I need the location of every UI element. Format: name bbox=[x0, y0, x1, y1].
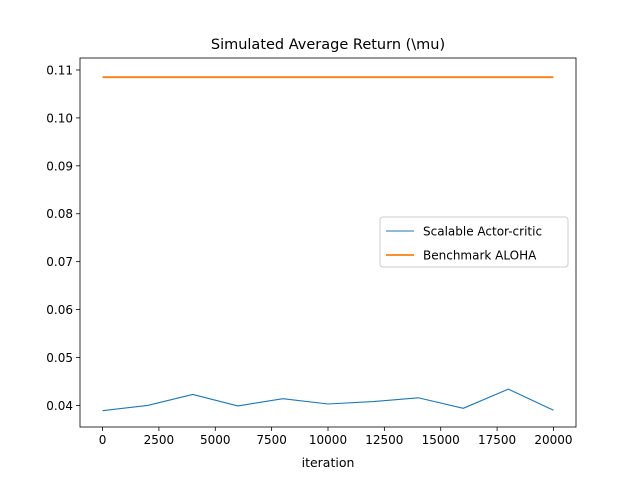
y-tick-label: 0.09 bbox=[46, 159, 73, 173]
legend-label-1: Scalable Actor-critic bbox=[423, 225, 542, 239]
chart-title: Simulated Average Return (\mu) bbox=[211, 37, 445, 53]
y-tick-label: 0.11 bbox=[46, 63, 73, 77]
x-tick-label: 2500 bbox=[144, 433, 175, 447]
x-tick-label: 12500 bbox=[365, 433, 403, 447]
y-tick-label: 0.10 bbox=[46, 111, 73, 125]
x-axis-label: iteration bbox=[302, 455, 355, 470]
y-tick-label: 0.06 bbox=[46, 303, 73, 317]
axes-frame bbox=[79, 57, 577, 428]
y-tick-label: 0.04 bbox=[46, 399, 73, 413]
x-tick-label: 0 bbox=[99, 433, 107, 447]
x-tick-label: 15000 bbox=[422, 433, 460, 447]
y-tick-label: 0.08 bbox=[46, 207, 73, 221]
x-tick-label: 5000 bbox=[200, 433, 231, 447]
x-tick-label: 7500 bbox=[256, 433, 287, 447]
y-tick-label: 0.05 bbox=[46, 351, 73, 365]
x-tick-label: 10000 bbox=[309, 433, 347, 447]
legend: Scalable Actor-critic Benchmark ALOHA bbox=[379, 216, 569, 268]
legend-box bbox=[379, 216, 569, 268]
x-tick-label: 17500 bbox=[478, 433, 516, 447]
plot-area: 0 2500 5000 7500 10000 12500 15000 17500 20000 0.… bbox=[46, 57, 577, 447]
y-tick-label: 0.07 bbox=[46, 255, 73, 269]
x-tick-label: 20000 bbox=[534, 433, 572, 447]
legend-label-2: Benchmark ALOHA bbox=[423, 249, 537, 263]
